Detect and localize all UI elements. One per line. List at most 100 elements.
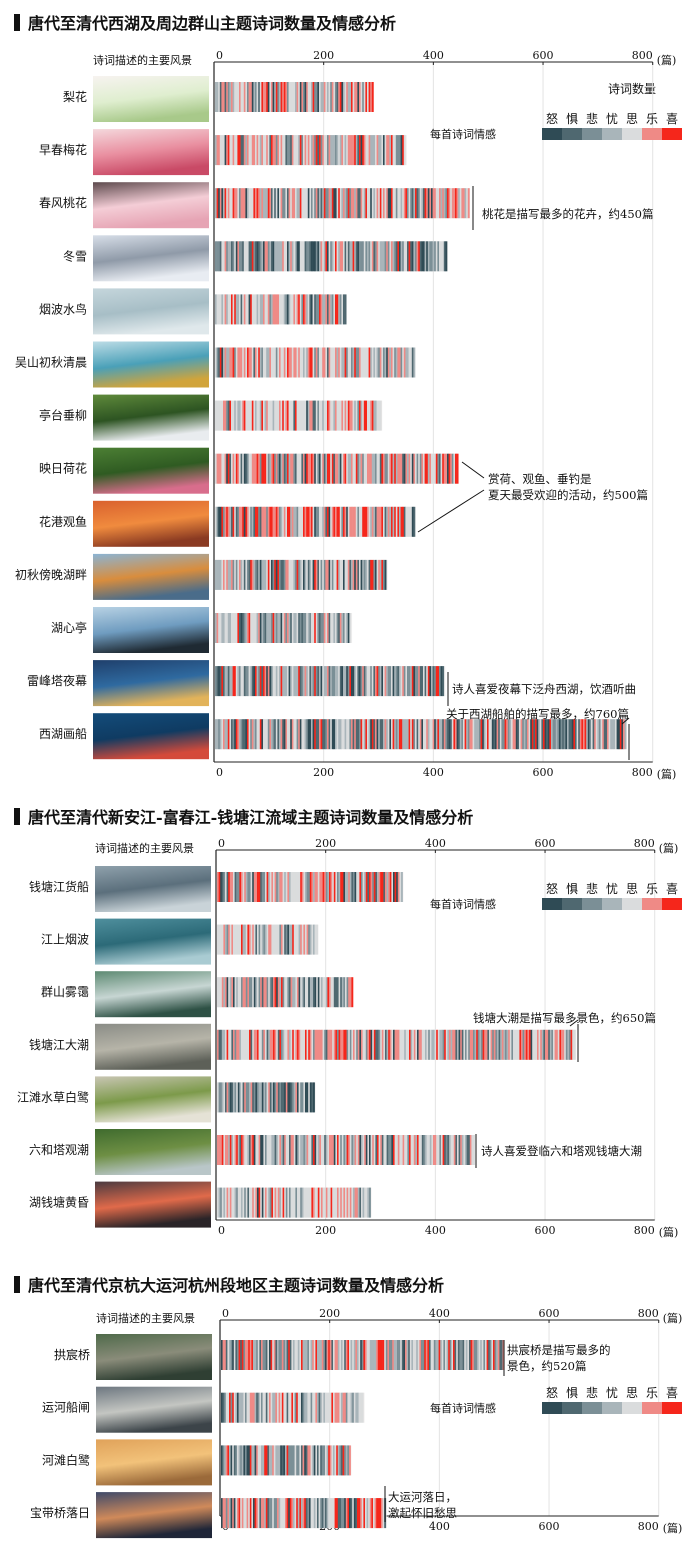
row-label: 运河船闸 [42,1401,90,1415]
chart-title-text: 唐代至清代京杭大运河杭州段地区主题诗词数量及情感分析 [28,1276,445,1295]
bar [221,1445,352,1476]
legend-swatch [622,1402,642,1414]
legend-emotion-label: 怒 [545,882,558,896]
row-label: 西湖画船 [39,726,87,741]
row-label: 钱塘江大潮 [29,1037,89,1052]
legend-swatch [582,1402,602,1414]
row-label: 湖钱塘黄昏 [29,1195,89,1210]
tick-label-top: 0 [222,1307,229,1320]
legend-swatch [602,128,622,140]
emotion-legend: 怒惧悲忧思乐喜每首诗词情感 [430,1384,690,1418]
legend-swatch [642,128,662,140]
legend-emotion-label: 怒 [545,112,558,126]
row-header: 诗词描述的主要风景 [93,54,192,67]
bar [217,977,354,1008]
tick-label-bottom: 800 [638,1520,659,1533]
row-label: 江滩水草白鹭 [17,1089,89,1104]
annotation-tide: 钱塘大潮是描写最多景色，约650篇 [473,1011,656,1025]
legend-emotion-label: 思 [625,882,638,896]
tick-label-bottom: 800 [634,1224,655,1237]
baodai-sunset-photo [96,1492,212,1539]
tick-label-top: 200 [313,49,334,62]
gongchen-bridge-photo [96,1334,212,1380]
legend-swatch [542,898,562,910]
axis-unit-bottom: (篇) [658,1226,679,1239]
legend-emotion-label: 忧 [605,112,618,126]
lake-pavilion-photo [93,607,209,653]
bar [215,294,347,325]
tick-label-top: 200 [319,1307,340,1320]
row-label: 六和塔观潮 [29,1142,89,1157]
tick-label-bottom: 600 [535,1224,556,1237]
legend-swatch [622,898,642,910]
row-label: 湖心亭 [51,620,87,635]
bar [215,188,471,219]
legend-emotion-label: 悲 [585,1386,598,1400]
annotation-summer-line1: 赏荷、观鱼、垂钓是 [488,472,592,486]
tick-label-top: 200 [315,837,336,850]
tick-label-top: 0 [216,49,223,62]
legend-swatch [562,1402,582,1414]
bar [217,924,319,955]
annotation-gongchen-line1: 拱宸桥是描写最多的 [507,1343,611,1357]
tick-label-bottom: 400 [423,766,444,779]
tick-label-bottom: 0 [216,766,223,779]
row-label: 初秋傍晚湖畔 [15,567,87,582]
tick-label-top: 600 [535,837,556,850]
chart-title: 唐代至清代京杭大运河杭州段地区主题诗词数量及情感分析 [14,1272,444,1296]
annotation-leader [569,1019,579,1027]
bar [215,241,449,272]
legend-swatch [642,1402,662,1414]
row-label: 雷峰塔夜幕 [27,673,87,688]
row-label: 早春梅花 [39,142,87,157]
legend-title: 每首诗词情感 [430,1402,496,1415]
tick-label-bottom: 0 [218,1224,225,1237]
cargo-ship-photo [95,866,211,912]
tick-label-bottom: 200 [315,1224,336,1237]
title-marker [14,808,20,825]
bar [215,347,416,378]
tick-label-bottom: 800 [632,766,653,779]
value-axis-label: 诗词数量 [608,82,657,96]
canal-lock-photo [96,1386,212,1433]
qiantang-dusk-photo [95,1181,211,1228]
legend-emotion-label: 忧 [605,882,618,896]
annotation-gongchen-line2: 景色，约520篇 [507,1359,587,1373]
row-label: 映日荷花 [39,461,87,476]
legend-emotion-label: 悲 [585,882,598,896]
tick-label-top: 800 [634,837,655,850]
legend-emotion-label: 惧 [565,112,578,126]
annotation-leader [621,717,630,725]
winter-snow-photo [93,235,209,282]
legend-swatch [662,1402,682,1414]
shoal-egret-photo [96,1439,212,1486]
annotation-sunset-line2: 激起怀旧愁思 [388,1506,457,1520]
row-label: 钱塘江货船 [29,879,89,894]
bar [215,559,388,590]
legend-swatch [562,898,582,910]
row-label: 河滩白鹭 [42,1452,90,1467]
row-label: 拱宸桥 [54,1347,90,1362]
bar [221,1340,506,1370]
legend-swatch [582,898,602,910]
bar [217,1135,475,1165]
tick-label-top: 800 [638,1307,659,1320]
tick-label-top: 800 [632,49,653,62]
mountain-fog-photo [95,971,211,1018]
bar [215,613,353,643]
tick-label-top: 0 [218,837,225,850]
tick-label-bottom: 400 [429,1520,450,1533]
row-label: 亭台垂柳 [39,408,87,423]
tick-label-top: 400 [425,837,446,850]
bar [217,1082,316,1113]
tick-label-bottom: 600 [533,766,554,779]
row-header: 诗词描述的主要风景 [96,1312,195,1325]
annotation-liuhe: 诗人喜爱登临六和塔观钱塘大潮 [481,1144,642,1158]
pavilion-willow-photo [93,394,209,441]
axis-unit-top: (篇) [662,1312,683,1325]
koi-fish-photo [93,500,209,547]
tick-label-top: 400 [429,1307,450,1320]
